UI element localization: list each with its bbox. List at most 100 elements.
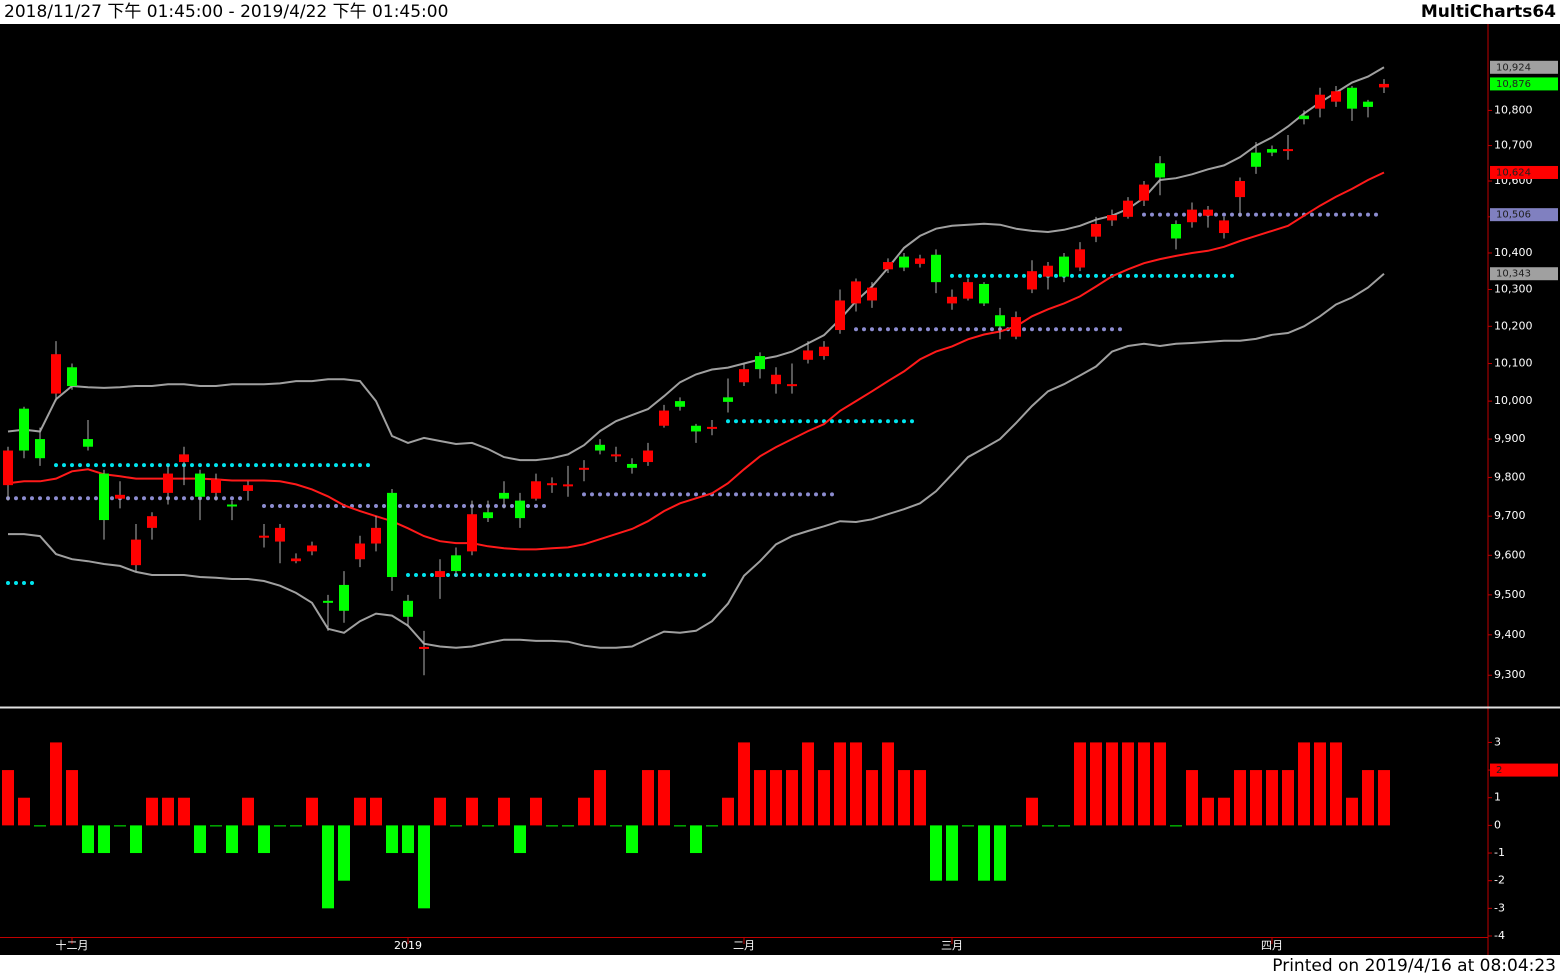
overlay-line xyxy=(7,171,1385,551)
candle-body xyxy=(643,450,653,463)
bar xyxy=(930,825,942,881)
y-tick-label: 9,300 xyxy=(1494,668,1526,681)
candle-body xyxy=(1251,152,1261,167)
candle-body xyxy=(1139,184,1149,201)
bar xyxy=(402,825,414,854)
candle-body xyxy=(915,258,925,264)
candle-body xyxy=(547,483,557,486)
bar xyxy=(290,825,302,827)
bar xyxy=(322,825,334,909)
candle-body xyxy=(243,485,253,491)
bar xyxy=(1154,742,1166,826)
overlay-line xyxy=(8,272,1385,649)
candle-body xyxy=(1187,209,1197,223)
bar xyxy=(834,742,846,826)
bar xyxy=(706,825,718,827)
bar xyxy=(1234,770,1246,826)
bar xyxy=(34,825,46,827)
bar xyxy=(866,770,878,826)
value-tag xyxy=(1490,763,1558,777)
candle-body xyxy=(1043,265,1053,277)
bar xyxy=(946,825,958,881)
y-tick-label: 1 xyxy=(1494,791,1501,804)
bar xyxy=(610,825,622,827)
bar xyxy=(1266,770,1278,826)
candle-body xyxy=(739,369,749,383)
bar xyxy=(1202,797,1214,826)
bar xyxy=(594,770,606,826)
candle-body xyxy=(3,450,13,486)
x-tick-label: 三月 xyxy=(941,939,963,952)
candle-body xyxy=(803,350,813,360)
candle-body xyxy=(1075,249,1085,268)
price-tag xyxy=(1490,267,1558,281)
footer-bar xyxy=(0,955,1560,977)
price-tag-label: 10,924 xyxy=(1496,62,1531,73)
y-tick-label: 0 xyxy=(1494,818,1501,831)
price-tag xyxy=(1490,77,1558,91)
bar xyxy=(50,742,62,826)
y-tick-label: 9,700 xyxy=(1494,509,1526,522)
y-tick-label: 10,700 xyxy=(1494,139,1533,152)
candle-body xyxy=(163,473,173,493)
candle-body xyxy=(1331,91,1341,102)
candle-body xyxy=(1123,200,1133,217)
bar xyxy=(370,797,382,826)
bar xyxy=(1186,770,1198,826)
bar xyxy=(210,825,222,827)
candle-body xyxy=(835,300,845,331)
bar xyxy=(978,825,990,881)
candle-body xyxy=(211,479,221,493)
bar xyxy=(162,797,174,826)
candle-body xyxy=(979,283,989,304)
bar xyxy=(114,825,126,827)
bar xyxy=(498,797,510,826)
candle-body xyxy=(531,481,541,499)
bar xyxy=(18,797,30,826)
bar xyxy=(1378,770,1390,826)
bar xyxy=(1122,742,1134,826)
bar xyxy=(482,825,494,827)
bar xyxy=(786,770,798,826)
bar xyxy=(98,825,110,854)
candle-body xyxy=(883,262,893,270)
bar xyxy=(626,825,638,854)
bar xyxy=(338,825,350,881)
candle-body xyxy=(579,467,589,470)
candle-body xyxy=(1027,271,1037,290)
candle-body xyxy=(771,374,781,385)
candle-body xyxy=(51,354,61,394)
bar xyxy=(882,742,894,826)
y-tick-label: 9,900 xyxy=(1494,432,1526,445)
candle-body xyxy=(35,439,45,459)
x-tick-label: 2019 xyxy=(394,939,422,952)
candle-body xyxy=(723,397,733,402)
bar xyxy=(418,825,430,909)
bar xyxy=(242,797,254,826)
bar xyxy=(770,770,782,826)
bar xyxy=(578,797,590,826)
candle-body xyxy=(355,543,365,560)
candle-body xyxy=(435,571,445,578)
price-tag-label: 10,506 xyxy=(1496,210,1531,221)
bar xyxy=(258,825,270,854)
candle-body xyxy=(67,367,77,387)
candle-body xyxy=(147,516,157,528)
y-tick-label: 10,200 xyxy=(1494,319,1533,332)
y-tick-label: 10,000 xyxy=(1494,394,1533,407)
candle-body xyxy=(179,454,189,463)
value-tag-label: 2 xyxy=(1496,765,1502,776)
overlay-line xyxy=(7,66,1385,462)
bar xyxy=(642,770,654,826)
bar xyxy=(1218,797,1230,826)
bar xyxy=(738,742,750,826)
bar xyxy=(274,825,286,827)
candle-body xyxy=(755,356,765,370)
candle-body xyxy=(1059,256,1069,277)
candle-body xyxy=(1283,149,1293,152)
bar xyxy=(994,825,1006,881)
candle-body xyxy=(451,555,461,572)
y-tick-label: 9,500 xyxy=(1494,588,1526,601)
bar xyxy=(1042,825,1054,827)
bar xyxy=(1010,825,1022,827)
